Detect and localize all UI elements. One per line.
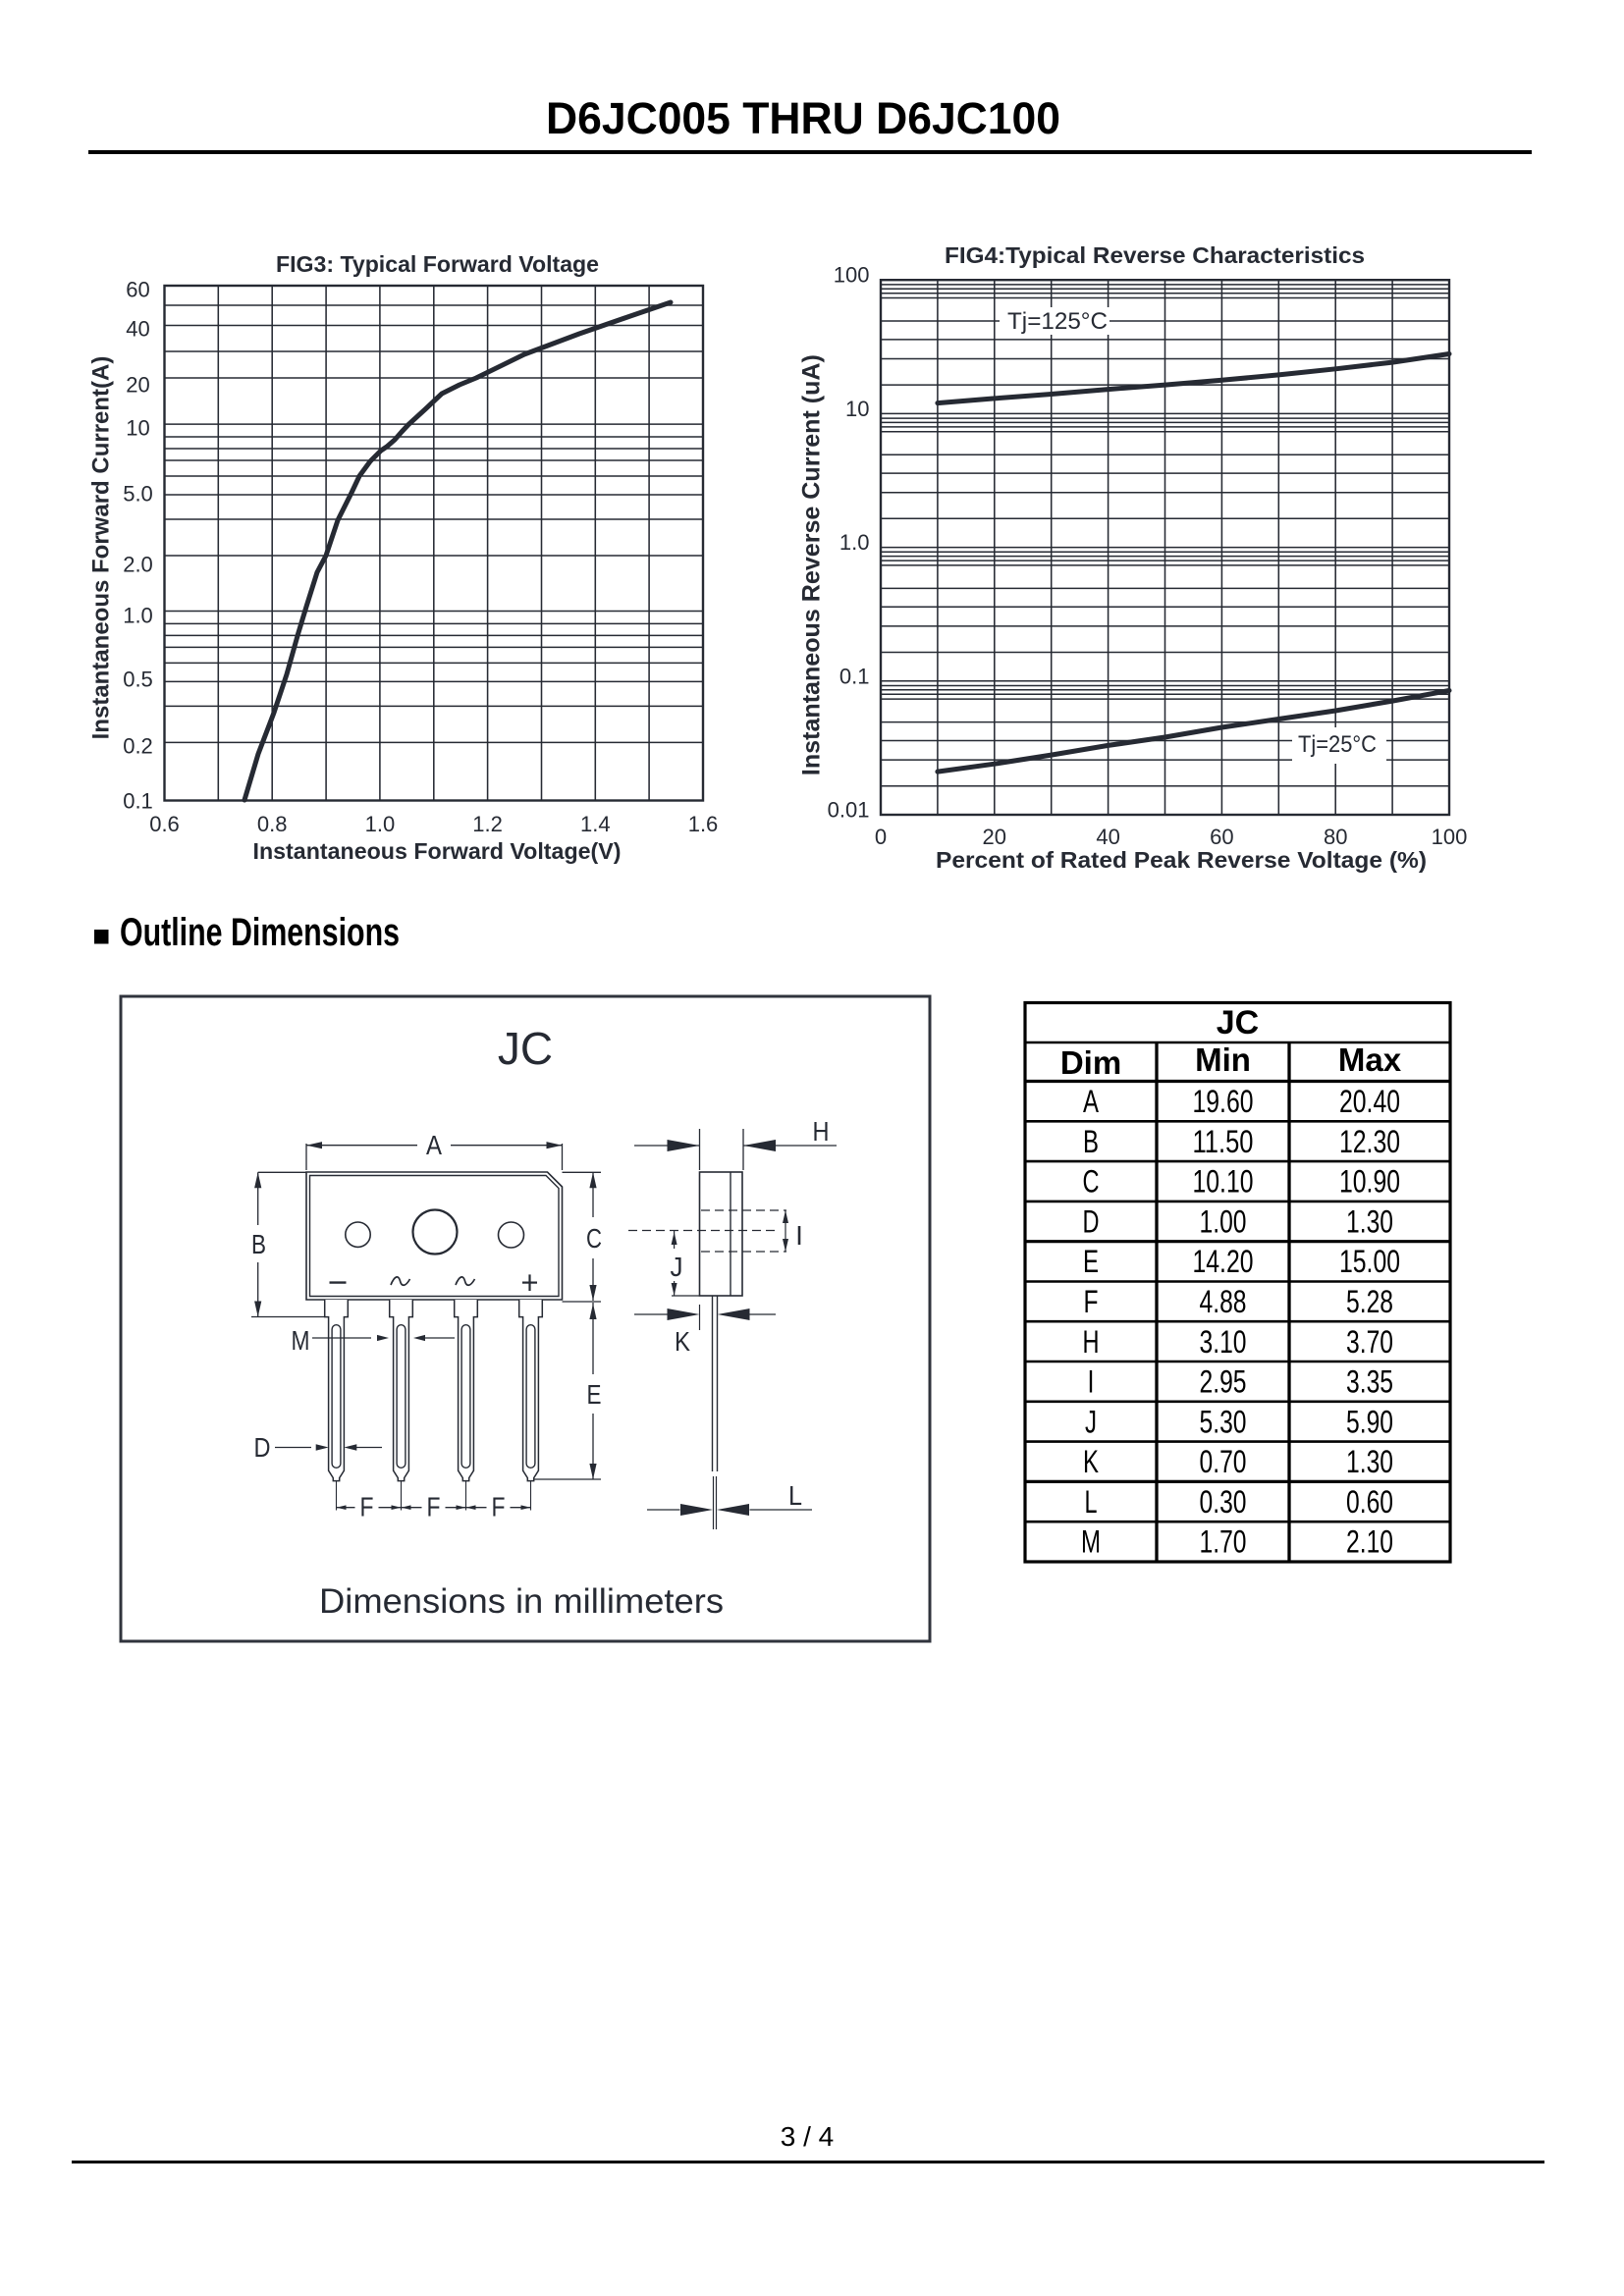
svg-text:1.30: 1.30 — [1346, 1444, 1393, 1479]
svg-text:0.1: 0.1 — [839, 664, 870, 688]
svg-text:1.4: 1.4 — [580, 812, 611, 836]
svg-text:1.6: 1.6 — [688, 812, 719, 836]
svg-text:0.1: 0.1 — [123, 789, 153, 814]
svg-text:H: H — [813, 1116, 830, 1147]
svg-text:20.40: 20.40 — [1339, 1084, 1400, 1119]
svg-text:L: L — [788, 1480, 802, 1511]
svg-text:10.10: 10.10 — [1193, 1164, 1254, 1200]
svg-text:3.10: 3.10 — [1200, 1324, 1247, 1360]
svg-text:B: B — [1083, 1124, 1099, 1159]
svg-text:C: C — [586, 1223, 602, 1254]
svg-text:I: I — [1088, 1364, 1095, 1400]
svg-text:K: K — [1083, 1444, 1099, 1479]
svg-text:Instantaneous Reverse Current: Instantaneous Reverse Current (uA) — [797, 354, 825, 775]
svg-text:F: F — [492, 1492, 506, 1522]
svg-text:1.70: 1.70 — [1200, 1524, 1247, 1560]
svg-text:H: H — [1083, 1324, 1100, 1360]
svg-text:19.60: 19.60 — [1193, 1084, 1254, 1119]
svg-text:3.70: 3.70 — [1346, 1324, 1393, 1360]
svg-text:2.0: 2.0 — [123, 553, 153, 577]
svg-text:1.0: 1.0 — [839, 530, 870, 555]
svg-text:1.30: 1.30 — [1346, 1203, 1393, 1239]
svg-text:C: C — [1083, 1164, 1100, 1200]
svg-text:A: A — [1083, 1084, 1099, 1119]
svg-text:0.6: 0.6 — [149, 812, 180, 836]
svg-text:E: E — [1083, 1244, 1099, 1279]
svg-text:D: D — [254, 1432, 271, 1463]
svg-text:10: 10 — [845, 397, 869, 421]
svg-text:1.2: 1.2 — [472, 812, 503, 836]
svg-text:4.88: 4.88 — [1200, 1284, 1247, 1319]
svg-text:Instantaneous Forward Current(: Instantaneous Forward Current(A) — [88, 356, 115, 740]
svg-text:5.30: 5.30 — [1200, 1404, 1247, 1439]
svg-text:Dim: Dim — [1060, 1044, 1121, 1081]
svg-text:3 / 4: 3 / 4 — [781, 2121, 834, 2152]
svg-text:5.0: 5.0 — [123, 482, 153, 507]
svg-text:Outline Dimensions: Outline Dimensions — [120, 911, 400, 954]
svg-text:JC: JC — [498, 1023, 553, 1074]
svg-text:2.10: 2.10 — [1346, 1524, 1393, 1560]
svg-text:JC: JC — [1217, 1004, 1259, 1041]
svg-text:100: 100 — [834, 263, 870, 288]
svg-text:M: M — [1081, 1524, 1101, 1560]
svg-text:2.95: 2.95 — [1200, 1364, 1247, 1400]
svg-text:20: 20 — [126, 373, 149, 398]
svg-text:Instantaneous Forward Voltage(: Instantaneous Forward Voltage(V) — [253, 838, 622, 864]
svg-text:M: M — [292, 1325, 310, 1356]
svg-text:0: 0 — [875, 825, 887, 849]
svg-text:40: 40 — [1096, 825, 1119, 849]
svg-text:J: J — [671, 1252, 683, 1282]
svg-text:1.0: 1.0 — [365, 812, 396, 836]
svg-text:J: J — [1085, 1404, 1097, 1439]
svg-text:0.5: 0.5 — [123, 667, 153, 692]
svg-text:1.00: 1.00 — [1200, 1203, 1247, 1239]
svg-text:Tj=25°C: Tj=25°C — [1298, 731, 1377, 758]
svg-text:I: I — [795, 1220, 803, 1251]
svg-text:B: B — [251, 1229, 266, 1259]
svg-text:F: F — [360, 1492, 374, 1522]
svg-text:A: A — [426, 1130, 442, 1160]
svg-text:100: 100 — [1432, 825, 1468, 849]
svg-text:FIG4:Typical Reverse Character: FIG4:Typical Reverse Characteristics — [945, 242, 1365, 268]
svg-text:Percent of Rated Peak Reverse: Percent of Rated Peak Reverse Voltage (%… — [936, 847, 1427, 873]
svg-text:1.0: 1.0 — [123, 604, 153, 628]
svg-text:Tj=125°C: Tj=125°C — [1007, 308, 1108, 335]
svg-text:FIG3: Typical Forward Voltage: FIG3: Typical Forward Voltage — [276, 251, 599, 277]
svg-text:15.00: 15.00 — [1339, 1244, 1400, 1279]
svg-text:11.50: 11.50 — [1193, 1124, 1254, 1159]
svg-text:0.70: 0.70 — [1200, 1444, 1247, 1479]
svg-text:0.30: 0.30 — [1200, 1484, 1247, 1520]
svg-text:0.8: 0.8 — [257, 812, 288, 836]
svg-text:F: F — [1084, 1284, 1099, 1319]
svg-text:10.90: 10.90 — [1339, 1164, 1400, 1200]
svg-text:5.90: 5.90 — [1346, 1404, 1393, 1439]
svg-text:Min: Min — [1195, 1041, 1251, 1078]
svg-text:12.30: 12.30 — [1339, 1124, 1400, 1159]
svg-text:E: E — [587, 1379, 602, 1410]
svg-text:20: 20 — [983, 825, 1006, 849]
svg-text:80: 80 — [1324, 825, 1347, 849]
svg-text:5.28: 5.28 — [1346, 1284, 1393, 1319]
svg-text:D6JC005 THRU D6JC100: D6JC005 THRU D6JC100 — [546, 93, 1060, 143]
svg-text:0.60: 0.60 — [1346, 1484, 1393, 1520]
svg-text:3.35: 3.35 — [1346, 1364, 1393, 1400]
svg-text:D: D — [1083, 1203, 1100, 1239]
svg-text:40: 40 — [126, 317, 149, 342]
svg-text:F: F — [427, 1492, 441, 1522]
svg-text:0.01: 0.01 — [828, 798, 870, 823]
svg-text:Dimensions in millimeters: Dimensions in millimeters — [319, 1582, 724, 1621]
svg-text:0.2: 0.2 — [123, 734, 153, 759]
svg-text:14.20: 14.20 — [1193, 1244, 1254, 1279]
svg-text:60: 60 — [126, 278, 149, 302]
svg-text:K: K — [675, 1326, 690, 1357]
svg-text:Max: Max — [1338, 1041, 1402, 1078]
svg-text:60: 60 — [1210, 825, 1233, 849]
svg-text:10: 10 — [126, 416, 149, 441]
svg-text:L: L — [1085, 1484, 1098, 1520]
